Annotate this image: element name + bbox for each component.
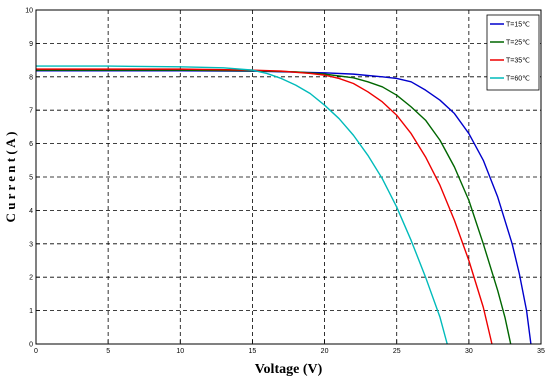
x-axis-label: Voltage (V) bbox=[255, 362, 323, 377]
legend-label-1: T=15℃ bbox=[506, 22, 530, 29]
legend-label-4: T=60℃ bbox=[506, 76, 530, 83]
x-tick-label: 30 bbox=[465, 348, 473, 355]
x-tick-label: 0 bbox=[34, 348, 38, 355]
y-tick-label: 4 bbox=[29, 208, 33, 215]
y-tick-label: 9 bbox=[29, 41, 33, 48]
y-tick-label: 10 bbox=[25, 8, 33, 15]
plot-frame bbox=[35, 9, 542, 345]
y-tick-label: 2 bbox=[29, 275, 33, 282]
grid-lines bbox=[36, 10, 541, 344]
series-line-4 bbox=[36, 65, 448, 345]
y-tick-label: 7 bbox=[29, 108, 33, 115]
y-tick-label: 3 bbox=[29, 241, 33, 248]
legend-label-2: T=25℃ bbox=[506, 40, 530, 47]
y-axis-label: C u r r e n t ( A ) bbox=[3, 132, 18, 223]
x-tick-label: 5 bbox=[106, 348, 110, 355]
y-tick-label: 0 bbox=[29, 342, 33, 349]
x-tick-label: 35 bbox=[537, 348, 545, 355]
x-tick-label: 20 bbox=[321, 348, 329, 355]
y-tick-label: 5 bbox=[29, 175, 33, 182]
legend: T=15℃ T=25℃ T=35℃ T=60℃ bbox=[486, 14, 540, 91]
series-lines bbox=[36, 65, 532, 345]
y-tick-label: 8 bbox=[29, 74, 33, 81]
x-tick-label: 10 bbox=[176, 348, 184, 355]
y-tick-label: 6 bbox=[29, 141, 33, 148]
x-tick-label: 15 bbox=[249, 348, 257, 355]
y-tick-label: 1 bbox=[29, 308, 33, 315]
x-tick-label: 25 bbox=[393, 348, 401, 355]
legend-label-3: T=35℃ bbox=[506, 58, 530, 65]
